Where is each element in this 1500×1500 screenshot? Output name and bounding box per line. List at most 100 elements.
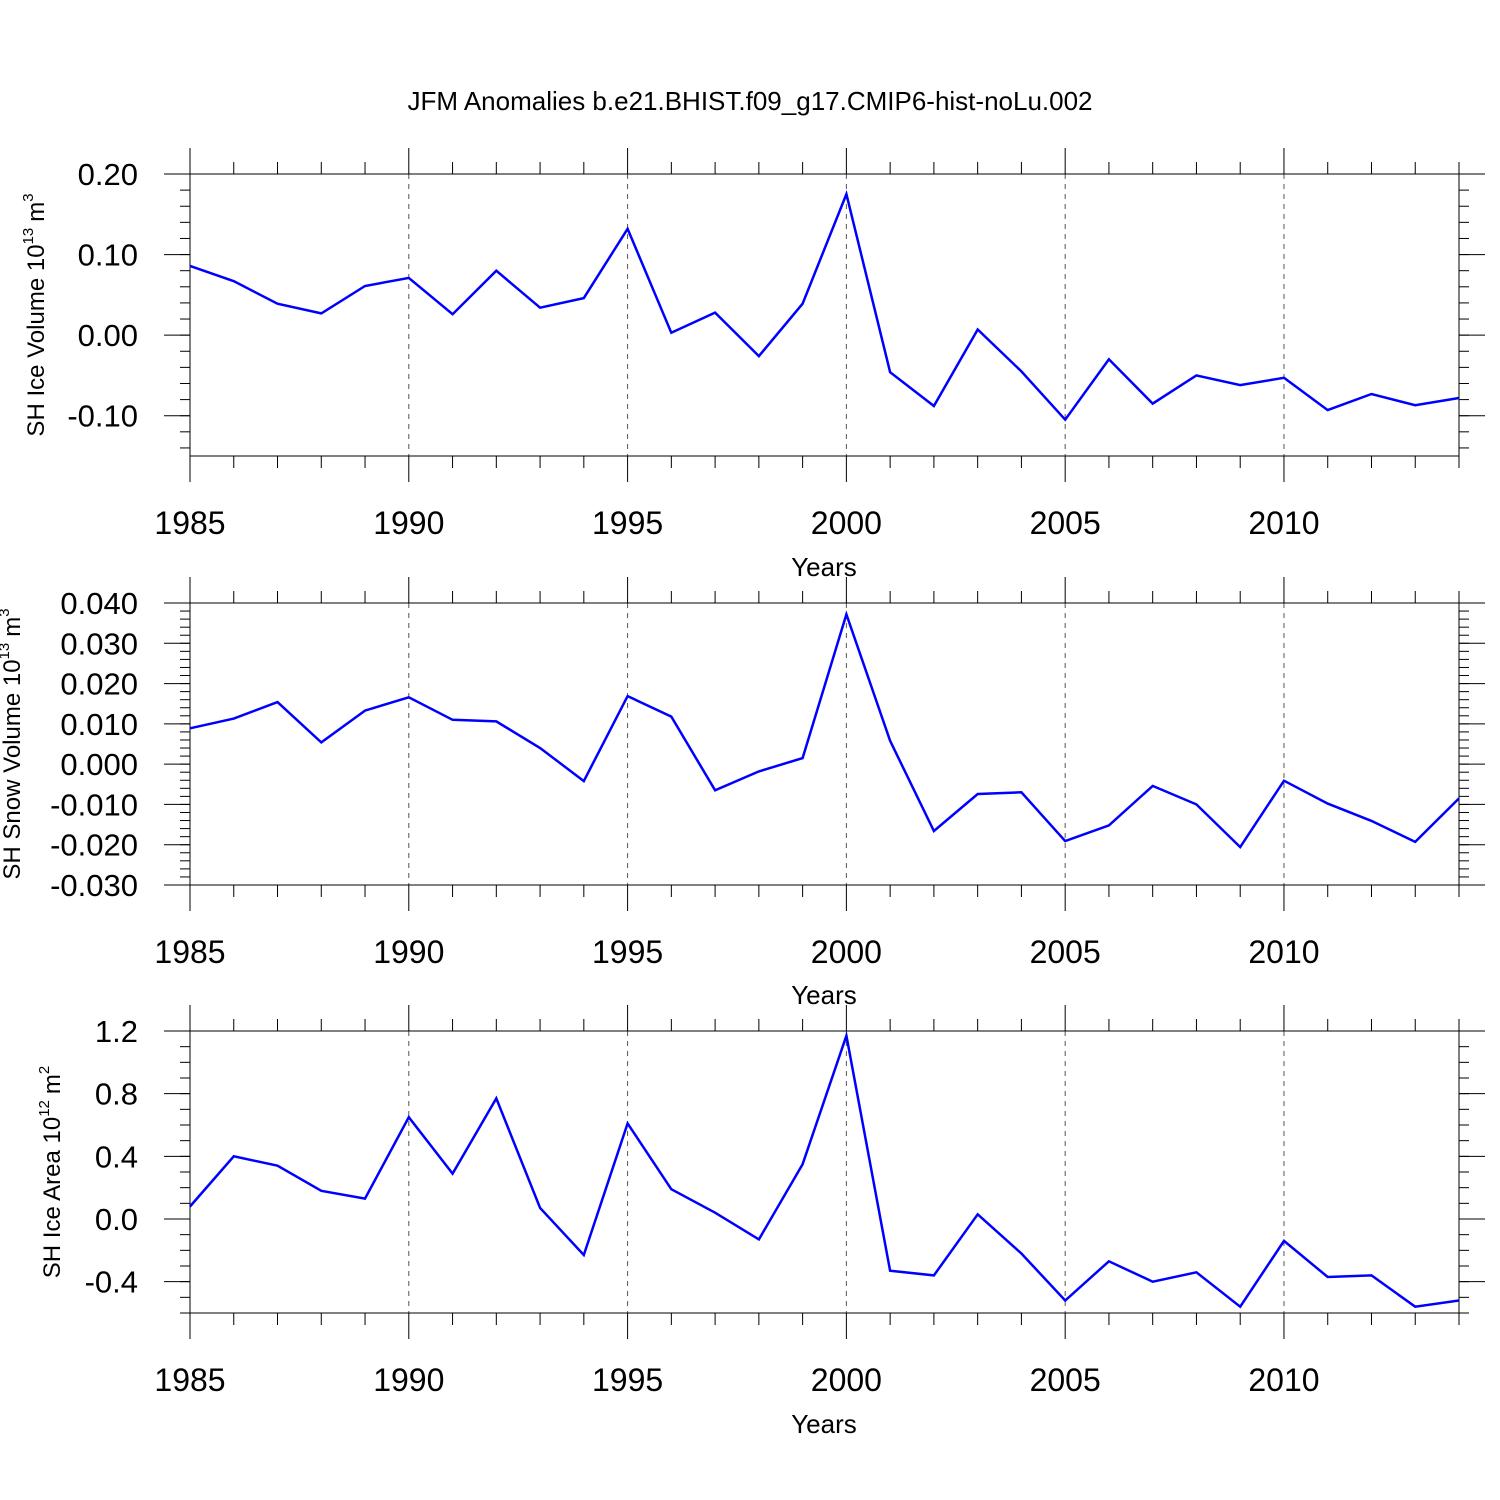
data-point (1282, 779, 1286, 783)
data-point (1151, 1280, 1155, 1284)
panel-1: 1985 1990 1995 2000 2005 2010 0.20 0.10 0.00 -0.1… (20, 148, 1485, 582)
data-point (1019, 369, 1023, 373)
data-point (1457, 1298, 1461, 1302)
data-point (319, 740, 323, 744)
data-point (801, 302, 805, 306)
y-tick-label: -0.020 (50, 828, 138, 863)
data-point (276, 1164, 280, 1168)
y-axis-title: SH Snow Volume 1013 m3 (0, 608, 26, 879)
data-point (1019, 1251, 1023, 1255)
data-point (1282, 1239, 1286, 1243)
data-point (713, 788, 717, 792)
data-point (888, 1269, 892, 1273)
data-point (363, 709, 367, 713)
data-point (1238, 845, 1242, 849)
data-point (363, 284, 367, 288)
data-point (1238, 1305, 1242, 1309)
data-point (538, 306, 542, 310)
data-point (932, 829, 936, 833)
data-point (1107, 823, 1111, 827)
data-point (1326, 802, 1330, 806)
data-point (1238, 383, 1242, 387)
data-point (1107, 1259, 1111, 1263)
data-point (1063, 1298, 1067, 1302)
panel-2: 1985 1990 1995 2000 2005 2010 0.040 0.030 0.020 0… (0, 577, 1485, 1010)
data-point (451, 312, 455, 316)
y-tick-label: 0.00 (78, 318, 138, 353)
x-axis-title: Years (791, 980, 857, 1010)
figure-title: JFM Anomalies b.e21.BHIST.f09_g17.CMIP6-… (407, 86, 1092, 116)
data-point (407, 1115, 411, 1119)
y-axis-title-main: SH Ice Volume 10 (23, 244, 50, 436)
x-tick-label: 2005 (1030, 934, 1101, 970)
y-tick-label: 0.4 (95, 1139, 138, 1174)
data-point (932, 404, 936, 408)
y-axis-title-main: SH Ice Area 10 (39, 1117, 66, 1278)
y-tick-label: 0.0 (95, 1202, 138, 1237)
data-point (407, 276, 411, 280)
data-point (1369, 392, 1373, 396)
y-axis-title-unit-exponent: 3 (0, 608, 13, 616)
data-point (1326, 1275, 1330, 1279)
x-tick-label: 1985 (154, 505, 225, 541)
data-point (188, 264, 192, 268)
data-point (232, 279, 236, 283)
data-point (669, 1187, 673, 1191)
y-tick-label: 0.040 (60, 586, 138, 621)
y-axis-title-unit: m (0, 617, 26, 637)
y-axis-title-unit-exponent: 3 (20, 193, 37, 201)
data-point (1194, 1270, 1198, 1274)
data-point (976, 1212, 980, 1216)
data-point (582, 779, 586, 783)
data-point (976, 792, 980, 796)
data-point (801, 1162, 805, 1166)
series-line (189, 1030, 1460, 1309)
data-point (801, 756, 805, 760)
data-point (757, 354, 761, 358)
data-point (363, 1197, 367, 1201)
x-tick-label: 2010 (1248, 934, 1319, 970)
data-point (232, 1154, 236, 1158)
data-point (188, 1204, 192, 1208)
data-point (844, 1034, 848, 1038)
x-axis-title: Years (791, 552, 857, 582)
x-tick-label: 1985 (154, 934, 225, 970)
data-point (757, 769, 761, 773)
y-tick-label: 0.010 (60, 707, 138, 742)
data-point (1326, 408, 1330, 412)
y-axis-title-unit-exponent: 2 (36, 1066, 53, 1074)
y-tick-label: 0.000 (60, 747, 138, 782)
x-tick-label: 1995 (592, 505, 663, 541)
y-tick-label: 0.20 (78, 157, 138, 192)
x-tick-label: 1995 (592, 1362, 663, 1398)
data-point (1413, 1305, 1417, 1309)
data-point (1019, 790, 1023, 794)
data-point (188, 726, 192, 730)
data-point (1151, 402, 1155, 406)
data-point (494, 1096, 498, 1100)
series-line (189, 610, 1460, 850)
data-point (494, 719, 498, 723)
x-tick-label: 2000 (811, 934, 882, 970)
y-axis-title: SH Ice Volume 1013 m3 (20, 193, 50, 436)
data-point (407, 695, 411, 699)
data-point (844, 612, 848, 616)
y-tick-label: -0.4 (85, 1265, 138, 1300)
data-point (582, 296, 586, 300)
data-point (582, 1253, 586, 1257)
x-tick-label: 2010 (1248, 505, 1319, 541)
data-point (669, 715, 673, 719)
y-axis-title-exponent: 13 (20, 228, 37, 245)
y-tick-label: 0.8 (95, 1077, 138, 1112)
data-point (757, 1237, 761, 1241)
data-point (1457, 796, 1461, 800)
y-axis-title-exponent: 13 (0, 643, 13, 660)
data-point (1413, 840, 1417, 844)
data-point (451, 1172, 455, 1176)
x-axis-title: Years (791, 1409, 857, 1439)
data-point (888, 739, 892, 743)
data-point (1282, 376, 1286, 380)
y-tick-label: -0.010 (50, 787, 138, 822)
